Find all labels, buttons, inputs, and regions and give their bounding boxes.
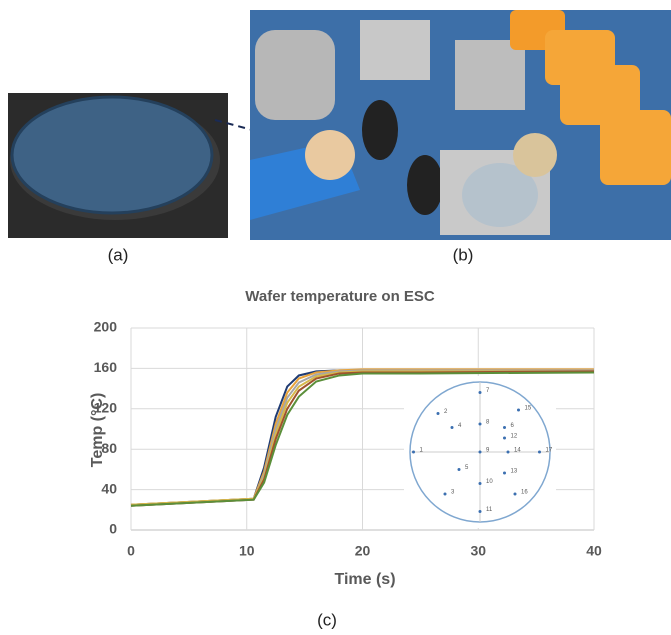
inset-point bbox=[444, 493, 447, 496]
x-tick-label: 10 bbox=[239, 543, 255, 559]
y-tick-label: 40 bbox=[101, 480, 117, 496]
wafer-photo bbox=[8, 93, 228, 238]
inset-label: 10 bbox=[486, 479, 493, 485]
inset-label: 12 bbox=[511, 434, 518, 440]
panel-label: (b) bbox=[453, 245, 474, 264]
inset-point bbox=[479, 451, 482, 454]
page: {"panel_labels": ["(a)", "(b)", "(c)"], … bbox=[0, 0, 671, 635]
inset-point bbox=[514, 493, 517, 496]
inset-point bbox=[517, 409, 520, 412]
inset-label: 13 bbox=[511, 469, 518, 475]
robot-render bbox=[250, 10, 671, 240]
inset-point bbox=[437, 412, 440, 415]
inset-label: 11 bbox=[486, 507, 493, 513]
inset-point bbox=[412, 451, 415, 454]
inset-point bbox=[451, 426, 454, 429]
x-tick-label: 0 bbox=[127, 543, 135, 559]
x-axis-label: Time (s) bbox=[334, 571, 395, 588]
inset-label: 14 bbox=[514, 448, 521, 454]
inset-point bbox=[507, 451, 510, 454]
panel-label: (a) bbox=[108, 245, 129, 264]
inset-point bbox=[479, 482, 482, 485]
x-tick-label: 30 bbox=[470, 543, 486, 559]
y-tick-label: 80 bbox=[101, 440, 117, 456]
inset-point bbox=[479, 391, 482, 394]
y-tick-label: 120 bbox=[94, 400, 118, 416]
inset-point bbox=[538, 451, 541, 454]
y-tick-label: 160 bbox=[94, 359, 118, 375]
inset-label: 16 bbox=[521, 490, 528, 496]
inset-point bbox=[479, 510, 482, 513]
inset-point bbox=[503, 426, 506, 429]
inset-point bbox=[458, 468, 461, 471]
inset-point bbox=[479, 423, 482, 426]
inset-label: 15 bbox=[525, 406, 532, 412]
panel-label: (c) bbox=[317, 610, 337, 629]
chart-title: Wafer temperature on ESC bbox=[245, 288, 435, 305]
inset-point bbox=[503, 437, 506, 440]
y-tick-label: 200 bbox=[94, 319, 118, 335]
inset-label: 17 bbox=[546, 448, 553, 454]
x-tick-label: 40 bbox=[586, 543, 602, 559]
inset-point bbox=[503, 472, 506, 475]
figure: (a) (b) (c) Wafer temperature on ESC Tim… bbox=[0, 0, 671, 635]
y-tick-label: 0 bbox=[109, 521, 117, 537]
x-tick-label: 20 bbox=[355, 543, 371, 559]
